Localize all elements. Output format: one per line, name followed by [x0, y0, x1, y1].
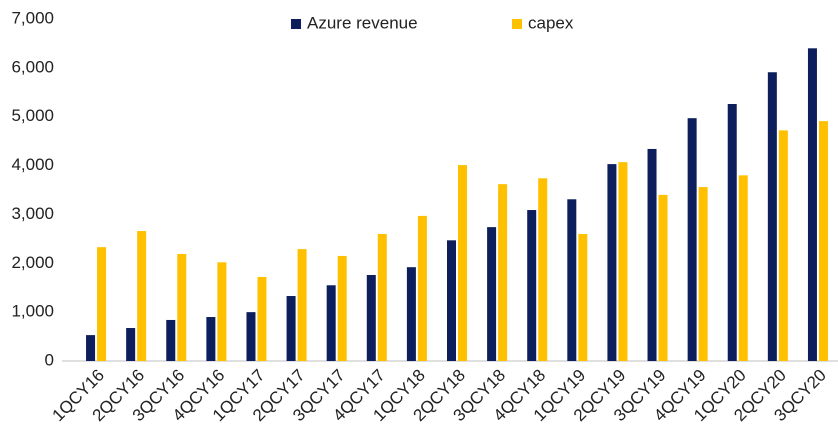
y-tick-label: 1,000 — [11, 302, 54, 321]
bar — [818, 121, 828, 362]
bar — [447, 240, 456, 361]
legend-label: Azure revenue — [307, 13, 418, 32]
bar — [337, 255, 347, 361]
y-tick-label: 7,000 — [11, 8, 54, 27]
bar — [417, 215, 427, 361]
y-tick-label: 2,000 — [11, 253, 54, 272]
bar — [647, 148, 657, 361]
bar — [767, 72, 777, 362]
bar — [406, 267, 416, 361]
bar — [246, 312, 256, 361]
bar — [137, 231, 147, 361]
bar — [126, 328, 136, 361]
bar — [166, 319, 176, 361]
bar — [206, 317, 216, 361]
y-tick-label: 6,000 — [11, 57, 54, 76]
y-tick-label: 0 — [45, 350, 54, 369]
bar — [738, 175, 748, 361]
bar — [377, 233, 387, 361]
bar — [297, 249, 307, 361]
bar — [567, 199, 577, 361]
bar — [618, 162, 628, 361]
legend-label: capex — [528, 13, 574, 32]
bar — [177, 254, 187, 361]
y-tick-label: 5,000 — [11, 106, 54, 125]
bar — [527, 210, 537, 361]
bar — [458, 165, 467, 361]
bar — [286, 296, 296, 361]
bar — [778, 130, 788, 361]
bar — [727, 104, 737, 362]
bar — [86, 335, 96, 361]
bar — [366, 275, 376, 361]
bar — [487, 227, 497, 361]
bar — [538, 178, 548, 361]
bar — [658, 194, 668, 361]
legend-swatch — [291, 19, 301, 29]
y-tick-label: 4,000 — [11, 155, 54, 174]
bar — [578, 233, 588, 361]
bar — [97, 247, 107, 361]
bar — [498, 184, 508, 361]
bar — [687, 118, 697, 362]
bar — [607, 164, 617, 361]
bar — [326, 285, 336, 361]
bar — [807, 48, 817, 362]
y-tick-label: 3,000 — [11, 204, 54, 223]
bar — [217, 262, 227, 361]
bar — [257, 276, 267, 361]
bar — [698, 187, 708, 361]
legend-swatch — [512, 19, 522, 29]
